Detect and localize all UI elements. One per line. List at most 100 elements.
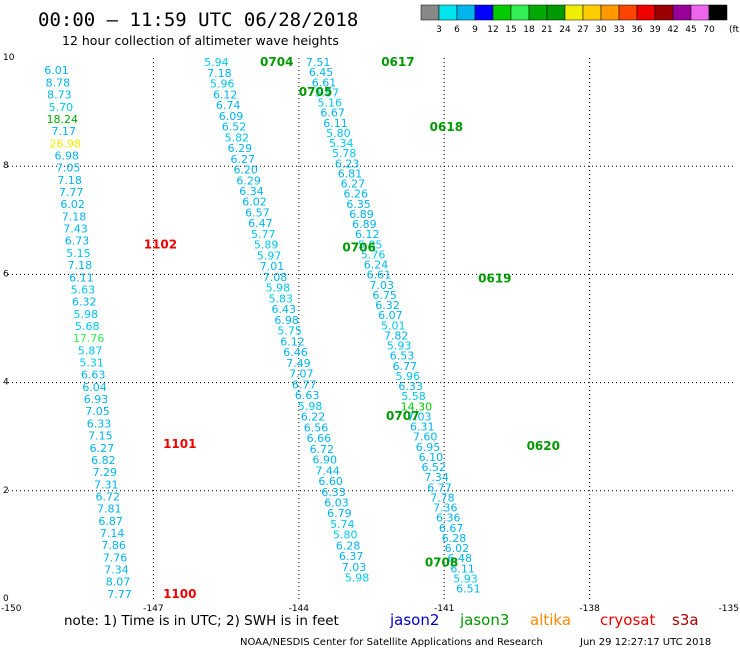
wave-height-value: 8.78 bbox=[46, 76, 71, 89]
wave-height-value: 7.76 bbox=[103, 551, 128, 564]
wave-height-value: 6.20 bbox=[233, 164, 258, 177]
colorbar-label: 33 bbox=[613, 25, 624, 35]
wave-height-value: 5.93 bbox=[453, 572, 478, 585]
wave-height-value: 7.18 bbox=[68, 259, 93, 272]
wave-height-value: 6.56 bbox=[304, 421, 329, 434]
wave-height-value: 6.75 bbox=[372, 289, 397, 302]
wave-height-value: 6.33 bbox=[398, 380, 423, 393]
colorbar-label: 30 bbox=[595, 25, 607, 35]
colorbar-label: 6 bbox=[454, 25, 460, 35]
wave-height-value: 5.98 bbox=[74, 308, 99, 321]
wave-height-value: 6.29 bbox=[228, 142, 253, 155]
wave-height-value: 6.01 bbox=[44, 64, 69, 77]
colorbar-swatch bbox=[564, 4, 584, 21]
axis-ticks: -150 -147 -144 -141 -138 -135 0 2 4 6 8 10 bbox=[1, 53, 739, 614]
wave-height-value: 7.51 bbox=[306, 56, 331, 69]
wave-height-value: 6.32 bbox=[375, 299, 400, 312]
wave-height-value: 6.11 bbox=[69, 271, 94, 284]
wave-height-value: 6.47 bbox=[248, 217, 273, 230]
time-marker: 0619 bbox=[478, 272, 511, 286]
wave-height-value: 5.98 bbox=[345, 572, 370, 585]
wave-height-value: 7.18 bbox=[57, 174, 82, 187]
wave-height-value: 5.97 bbox=[315, 86, 340, 99]
wave-height-value: 7.86 bbox=[101, 539, 126, 552]
satellite-legend-jason2: jason2 bbox=[389, 611, 439, 629]
wave-height-value: 5.94 bbox=[204, 56, 229, 69]
wave-height-value: 7.05 bbox=[85, 405, 110, 418]
wave-height-value: 7.18 bbox=[62, 210, 87, 223]
colorbar-swatch bbox=[636, 4, 656, 21]
wave-height-value: 7.77 bbox=[59, 186, 84, 199]
colorbar-label: 15 bbox=[505, 25, 516, 35]
colorbar-swatch bbox=[654, 4, 674, 21]
satellite-legend: jason2 jason3 altika cryosat s3a bbox=[389, 611, 699, 629]
wave-height-value: 6.29 bbox=[236, 174, 261, 187]
wave-height-value: 6.24 bbox=[364, 259, 389, 272]
colorbar-swatch bbox=[510, 4, 530, 21]
wave-height-value: 7.05 bbox=[56, 162, 81, 175]
wave-height-value: 6.52 bbox=[222, 121, 247, 134]
wave-height-value: 14.30 bbox=[401, 400, 433, 413]
y-tick-label: 4 bbox=[3, 378, 9, 388]
wave-height-value: 7.34 bbox=[424, 471, 449, 484]
time-marker: 1102 bbox=[144, 237, 177, 251]
wave-height-value: 5.01 bbox=[381, 319, 406, 332]
wave-height-value: 6.27 bbox=[90, 442, 115, 455]
wave-height-value: 8.73 bbox=[47, 89, 72, 102]
wave-height-value: 5.85 bbox=[358, 238, 383, 251]
wave-height-value: 6.82 bbox=[91, 454, 116, 467]
satellite-legend-jason3: jason3 bbox=[459, 611, 509, 629]
wave-height-value: 6.26 bbox=[343, 188, 368, 201]
wave-height-value: 5.63 bbox=[71, 283, 96, 296]
wave-height-value: 7.14 bbox=[100, 527, 125, 540]
wave-height-value: 7.17 bbox=[52, 125, 77, 138]
colorbar-label: 3 bbox=[436, 25, 442, 35]
wave-height-value: 6.53 bbox=[390, 350, 415, 363]
colorbar-label: 45 bbox=[685, 25, 696, 35]
x-tick-label: -150 bbox=[1, 604, 22, 614]
colorbar-swatch bbox=[492, 4, 512, 21]
wave-height-value: 6.35 bbox=[346, 198, 371, 211]
wave-height-value: 5.89 bbox=[254, 239, 279, 252]
wave-height-value: 5.97 bbox=[257, 249, 282, 262]
wave-height-value: 6.27 bbox=[341, 178, 366, 191]
wave-height-value: 7.49 bbox=[286, 357, 311, 370]
wave-height-value: 7.34 bbox=[104, 564, 129, 577]
wave-height-value: 6.98 bbox=[54, 149, 79, 162]
wave-height-value: 6.87 bbox=[98, 515, 123, 528]
x-tick-label: -147 bbox=[143, 604, 163, 614]
wave-height-value: 6.72 bbox=[96, 490, 121, 503]
wave-height-value: 6.67 bbox=[439, 522, 464, 535]
wave-height-value: 7.15 bbox=[88, 430, 113, 443]
wave-height-value: 7.29 bbox=[93, 466, 118, 479]
wave-height-value: 6.02 bbox=[242, 196, 267, 209]
wave-height-value: 5.80 bbox=[333, 529, 358, 542]
wave-height-value: 6.77 bbox=[292, 378, 317, 391]
wave-height-value: 6.04 bbox=[82, 381, 107, 394]
wave-height-value: 5.83 bbox=[269, 292, 294, 305]
x-tick-label: -138 bbox=[579, 604, 600, 614]
x-tick-label: -144 bbox=[289, 604, 310, 614]
wave-height-value: 6.72 bbox=[310, 443, 335, 456]
wave-height-value: 7.01 bbox=[260, 260, 285, 273]
wave-height-value: 5.76 bbox=[361, 248, 386, 261]
wave-height-value: 7.07 bbox=[289, 368, 314, 381]
wave-height-value: 7.81 bbox=[97, 503, 122, 516]
colorbar-label: 42 bbox=[667, 25, 678, 35]
wave-height-value: 6.79 bbox=[327, 507, 352, 520]
wave-height-value: 6.03 bbox=[324, 497, 349, 510]
wave-height-value: 5.58 bbox=[401, 390, 426, 403]
time-markers: 1102 1101 1100 0704 0705 0706 0707 0708 0617 0618… bbox=[144, 55, 560, 601]
time-marker: 0706 bbox=[342, 241, 375, 255]
y-tick-label: 10 bbox=[3, 53, 15, 63]
wave-height-value: 6.32 bbox=[72, 296, 97, 309]
wave-height-value: 6.22 bbox=[301, 411, 326, 424]
colorbar-swatch bbox=[618, 4, 638, 21]
wave-height-value: 6.43 bbox=[272, 303, 297, 316]
wave-height-value: 7.03 bbox=[342, 561, 367, 574]
x-tick-label: -135 bbox=[719, 604, 739, 614]
wave-height-value: 5.87 bbox=[78, 344, 103, 357]
wave-height-marks: 6.018.788.735.7018.247.1726.986.987.057.… bbox=[44, 56, 480, 601]
colorbar-swatch bbox=[456, 4, 476, 21]
